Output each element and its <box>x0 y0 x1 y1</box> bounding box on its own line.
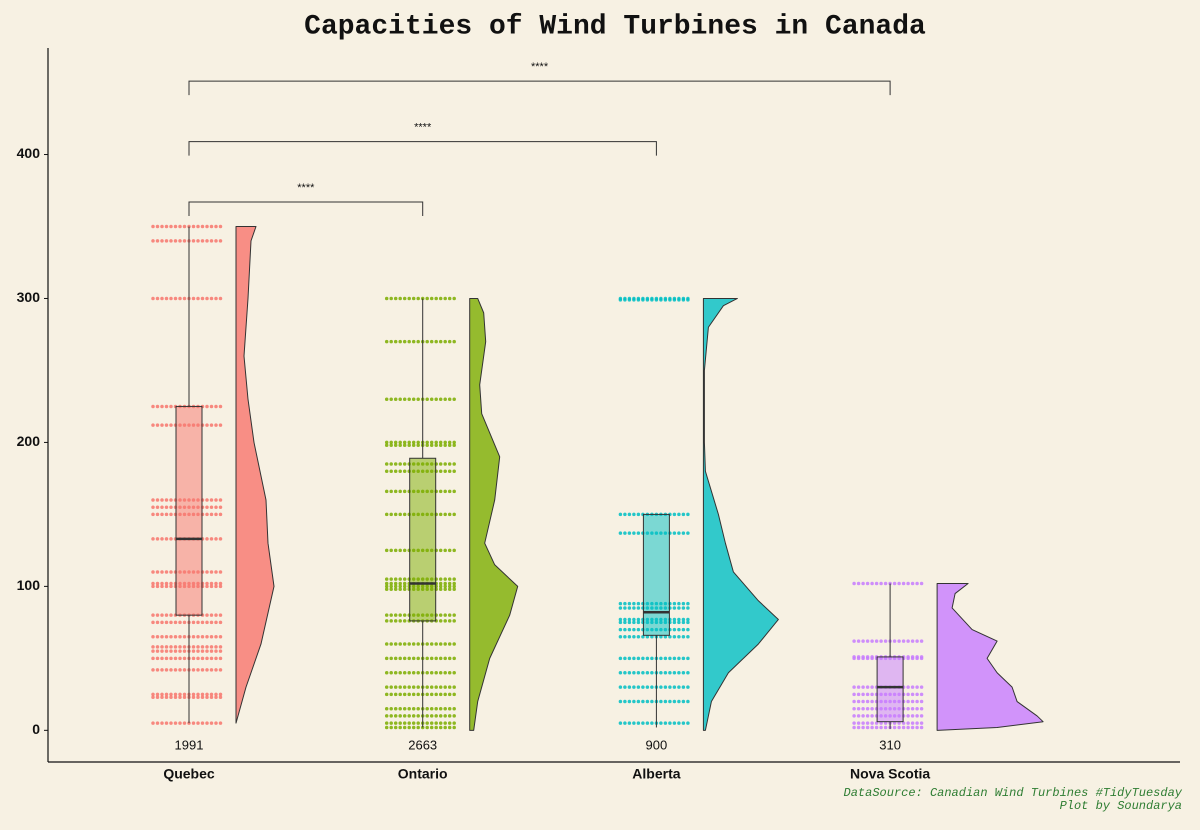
count-label: 900 <box>646 737 668 752</box>
y-tick-label: 300 <box>17 289 41 305</box>
y-tick-label: 200 <box>17 433 41 449</box>
x-tick-label: Ontario <box>398 766 448 782</box>
bracket <box>188 80 891 96</box>
bracket <box>188 201 424 217</box>
y-tick-label: 0 <box>32 721 40 737</box>
x-tick-label: Nova Scotia <box>850 766 930 782</box>
bracket-label: **** <box>297 182 315 194</box>
violin <box>936 583 1044 731</box>
bracket <box>188 141 657 156</box>
violin <box>469 297 519 731</box>
x-tick-label: Alberta <box>632 766 680 782</box>
y-tick-label: 100 <box>17 577 41 593</box>
box <box>409 457 437 622</box>
count-label: 310 <box>879 737 901 752</box>
count-label: 1991 <box>175 737 204 752</box>
box <box>175 405 203 616</box>
bracket-label: **** <box>414 121 432 133</box>
caption: DataSource: Canadian Wind Turbines #Tidy… <box>844 786 1183 800</box>
chart-title: Capacities of Wind Turbines in Canada <box>304 11 926 42</box>
bracket-label: **** <box>531 61 549 73</box>
violin <box>702 297 779 731</box>
y-tick-label: 400 <box>17 145 41 161</box>
count-label: 2663 <box>408 737 437 752</box>
violin <box>235 226 275 724</box>
box <box>876 656 904 723</box>
caption: Plot by Soundarya <box>1060 799 1182 813</box>
x-tick-label: Quebec <box>163 766 215 782</box>
box <box>642 513 670 636</box>
